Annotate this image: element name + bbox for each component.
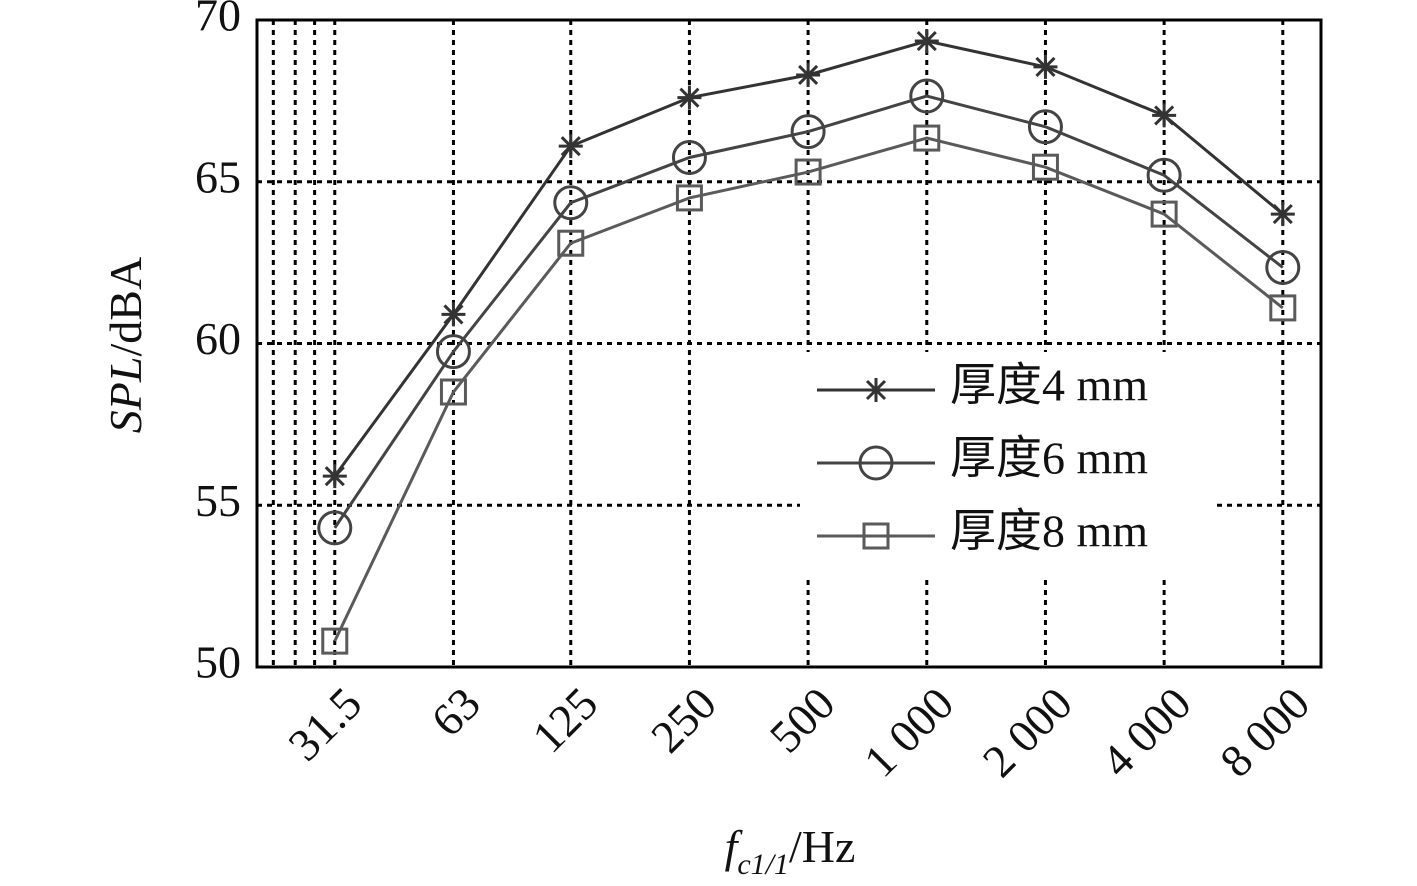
legend-label: 厚度6 mm	[950, 433, 1148, 484]
legend-label: 厚度8 mm	[950, 506, 1148, 557]
x-tick-label: 31.5	[278, 677, 371, 770]
marker	[317, 510, 353, 546]
marker	[435, 334, 471, 370]
x-tick-label: 2 000	[973, 677, 1082, 786]
marker	[553, 185, 589, 221]
x-tick-label: 63	[421, 677, 490, 746]
marker	[1033, 54, 1058, 79]
marker	[1146, 157, 1182, 193]
marker	[790, 114, 826, 150]
marker	[864, 378, 888, 402]
y-axis-label: SPL/dBA	[100, 257, 151, 433]
marker	[557, 229, 585, 257]
marker	[913, 124, 941, 152]
x-tick-label: 4 000	[1091, 677, 1200, 786]
marker	[914, 29, 939, 54]
marker	[675, 184, 703, 212]
y-tick-label: 50	[195, 637, 241, 688]
marker	[441, 302, 466, 327]
x-tick-label: 125	[522, 677, 607, 762]
marker	[1031, 153, 1059, 181]
y-tick-label: 65	[195, 151, 241, 202]
y-tick-label: 70	[195, 0, 241, 41]
marker	[1265, 249, 1301, 285]
marker	[794, 158, 822, 186]
marker	[1152, 103, 1177, 128]
marker	[858, 445, 894, 481]
marker	[1269, 294, 1297, 322]
marker	[671, 139, 707, 175]
x-tick-label: 1 000	[854, 677, 963, 786]
x-tick-label: 8 000	[1210, 677, 1319, 786]
x-label-unit: /Hz	[789, 821, 855, 872]
marker	[1270, 202, 1295, 227]
marker	[439, 378, 467, 406]
series-line	[333, 136, 1284, 642]
marker	[909, 78, 945, 114]
marker	[677, 85, 702, 110]
marker	[558, 134, 583, 159]
y-label-unit: /dBA	[100, 257, 151, 357]
series-line	[333, 94, 1284, 529]
y-tick-label: 55	[195, 475, 241, 526]
x-label-sub: c1/1	[737, 848, 789, 881]
marker	[1027, 109, 1063, 145]
x-axis-label: fc1/1/Hz	[725, 821, 856, 881]
plot-frame	[255, 18, 1323, 669]
marker	[796, 62, 821, 87]
y-tick-label: 60	[195, 313, 241, 364]
marker	[862, 522, 890, 550]
marker	[1150, 200, 1178, 228]
legend-label: 厚度4 mm	[950, 360, 1148, 411]
marker	[321, 627, 349, 655]
x-tick-label: 500	[760, 677, 845, 762]
y-label-italic: SPL	[100, 357, 151, 434]
x-tick-label: 250	[641, 677, 726, 762]
marker	[322, 464, 347, 489]
